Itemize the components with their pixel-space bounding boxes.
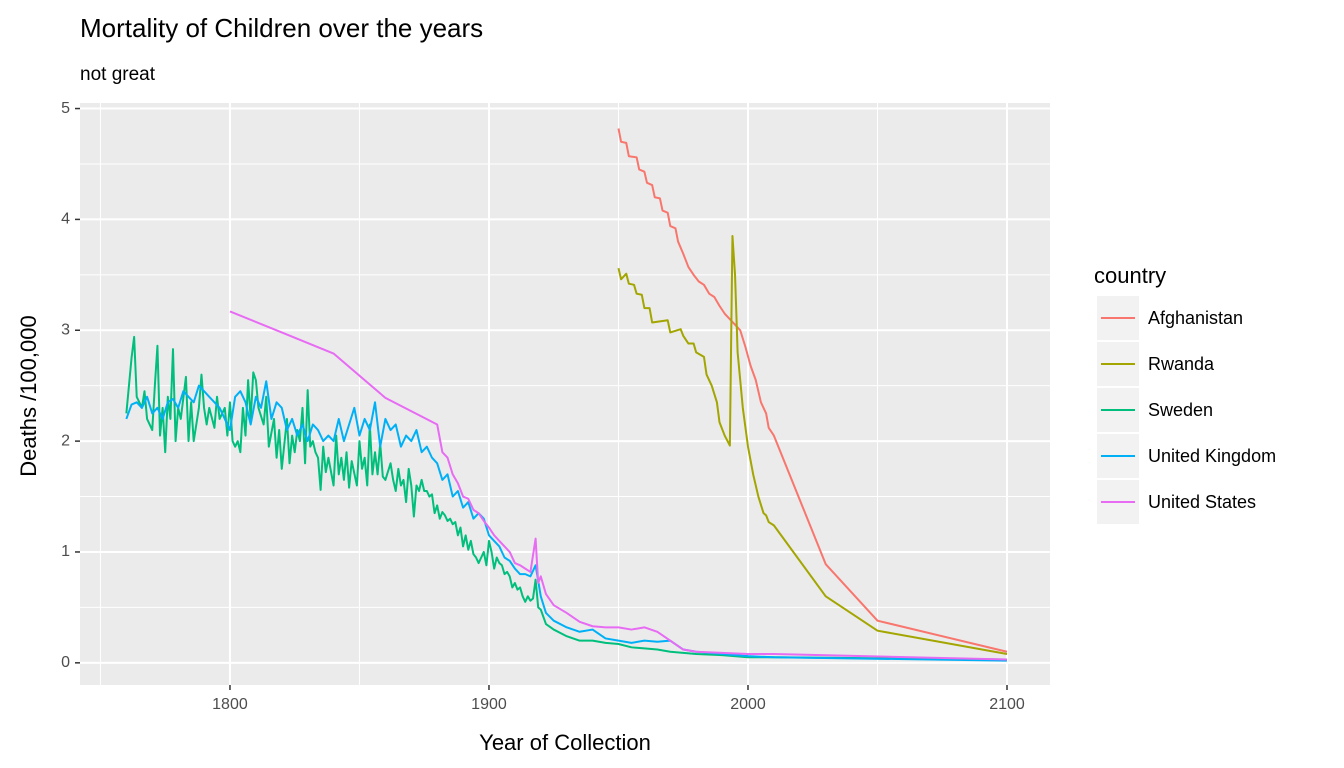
chart-title: Mortality of Children over the years (80, 13, 483, 43)
y-tick-label: 4 (61, 211, 70, 228)
series-line (617, 128, 1008, 653)
y-tick-label: 0 (61, 654, 70, 671)
y-axis-label: Deaths /100,000 (16, 315, 41, 476)
x-tick-label: 1900 (471, 696, 507, 713)
legend-title: country (1094, 263, 1166, 288)
series-line (229, 310, 1008, 661)
legend-label: Afghanistan (1148, 308, 1243, 328)
x-tick-label: 2000 (730, 696, 766, 713)
plot-panel (80, 103, 1050, 685)
x-tick-label: 2100 (989, 696, 1025, 713)
y-tick-label: 1 (61, 543, 70, 560)
x-tick-label: 1800 (212, 696, 248, 713)
chart-subtitle: not great (80, 64, 156, 85)
legend-label: United States (1148, 492, 1256, 512)
legend-label: Rwanda (1148, 354, 1215, 374)
y-tick-label: 3 (61, 321, 70, 338)
y-tick-label: 2 (61, 432, 70, 449)
x-axis-label: Year of Collection (479, 730, 651, 755)
legend-label: United Kingdom (1148, 446, 1276, 466)
series-line (617, 235, 1008, 655)
series-line (125, 380, 1008, 662)
y-tick-label: 5 (61, 100, 70, 117)
legend-label: Sweden (1148, 400, 1213, 420)
series-line (125, 335, 1008, 661)
